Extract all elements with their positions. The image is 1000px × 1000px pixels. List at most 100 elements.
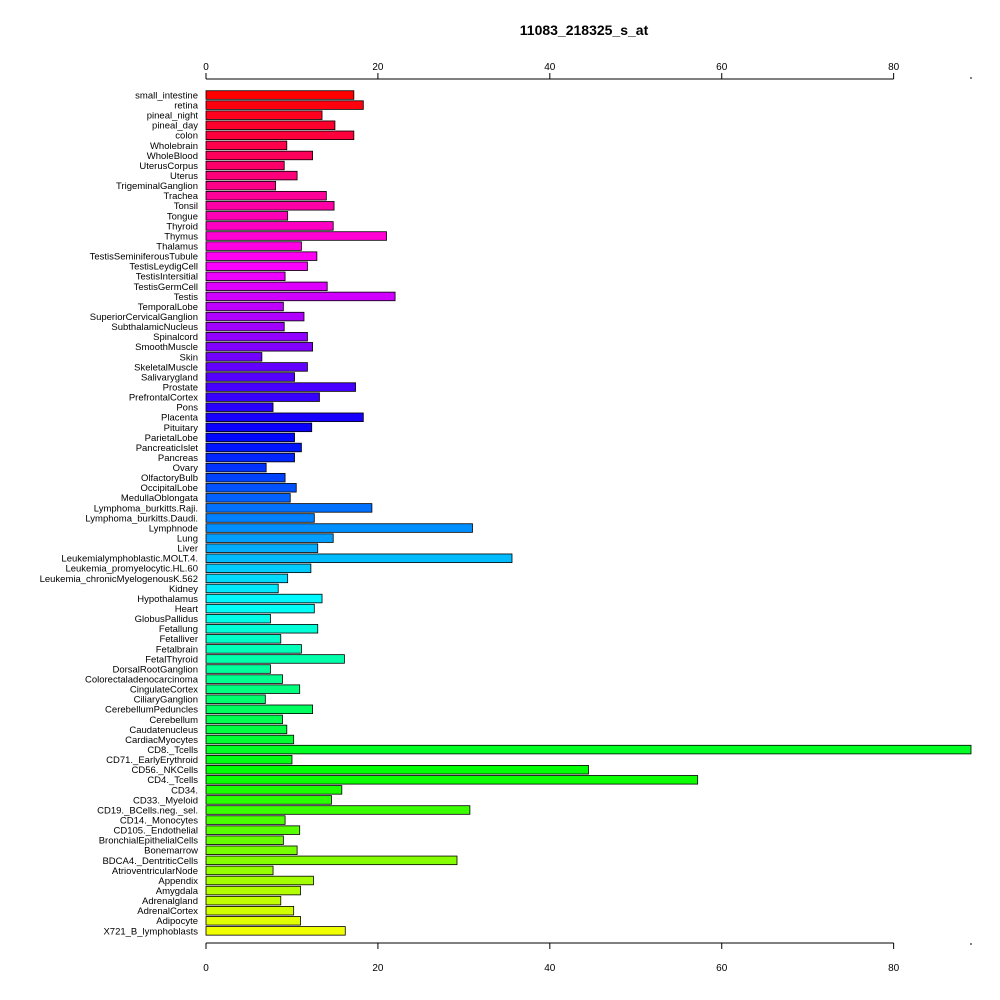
- category-label: OlfactoryBulb: [141, 473, 198, 484]
- category-label: Tonsil: [174, 201, 198, 212]
- bar: [205, 835, 284, 845]
- bar: [205, 372, 295, 382]
- bottom-tick-label: 20: [372, 963, 384, 974]
- bar: [205, 573, 289, 584]
- top-x-axis: 0 20 40 60 80: [203, 62, 972, 80]
- category-label: Trachea: [164, 191, 199, 202]
- bar: [205, 533, 334, 543]
- category-label: Liver: [177, 544, 198, 555]
- bar: [205, 271, 286, 282]
- bar: [205, 231, 387, 241]
- category-label: WholeBlood: [147, 151, 198, 162]
- bar: [205, 865, 274, 876]
- bar: [205, 120, 336, 130]
- bar: [205, 855, 458, 866]
- bar: [205, 342, 313, 352]
- bar: [205, 201, 335, 211]
- category-label: Placenta: [161, 413, 199, 424]
- bar: [205, 150, 313, 161]
- bar: [205, 211, 289, 221]
- bar: [205, 291, 396, 302]
- category-label: pineal_night: [147, 111, 199, 122]
- bar: [205, 422, 313, 433]
- bar: [205, 462, 267, 473]
- bar: [205, 130, 355, 141]
- bottom-tick-label: 40: [544, 963, 556, 974]
- category-label: Leukemialymphoblastic.MOLT.4.: [61, 554, 198, 565]
- category-label: Adrenalgland: [142, 896, 198, 907]
- category-label: CerebellumPeduncles: [105, 705, 198, 716]
- category-label: TemporalLobe: [138, 302, 198, 313]
- category-label: CD8._Tcells: [147, 745, 198, 756]
- category-label: Pituitary: [164, 423, 199, 434]
- category-label: SuperiorCervicalGanglion: [90, 312, 198, 323]
- bar: [205, 483, 297, 493]
- bar: [205, 583, 279, 594]
- bar: [205, 885, 301, 896]
- bar: [205, 543, 319, 553]
- category-label: Lymphoma_burkitts.Raji.: [94, 503, 198, 514]
- bar: [205, 251, 318, 261]
- category-label: Ovary: [173, 463, 199, 474]
- category-label: CD14._Monocytes: [120, 815, 198, 826]
- top-tick-label: 60: [716, 62, 728, 73]
- category-label: TrigeminalGanglion: [116, 181, 198, 192]
- category-label: SubthalamicNucleus: [111, 322, 198, 333]
- category-label: CD71._EarlyErythroid: [106, 755, 198, 766]
- bar: [205, 311, 305, 322]
- category-label: Amygdala: [156, 886, 199, 897]
- bar: [205, 916, 301, 926]
- category-label: SmoothMuscle: [135, 342, 198, 353]
- category-label: CD33._Myeloid: [133, 795, 198, 806]
- category-label: Pancreas: [158, 453, 198, 464]
- category-label: Skin: [180, 352, 198, 363]
- category-label: DorsalRootGanglion: [112, 664, 198, 675]
- bar: [205, 563, 312, 574]
- bar: [205, 724, 288, 735]
- bar: [205, 110, 323, 120]
- category-label: pineal_day: [152, 121, 198, 132]
- category-label: Salivarygland: [141, 372, 198, 383]
- bar: [205, 644, 302, 654]
- bar: [205, 412, 364, 422]
- bar: [205, 90, 355, 100]
- bar: [205, 684, 301, 694]
- bar: [205, 825, 301, 835]
- top-tick-label: 80: [888, 62, 900, 73]
- bar: [205, 402, 274, 412]
- category-label: Pons: [176, 403, 198, 414]
- category-labels-group: small_intestineretinapineal_nightpineal_…: [40, 90, 199, 937]
- category-label: GlobusPallidus: [135, 614, 199, 625]
- bar: [205, 624, 319, 634]
- category-label: UterusCorpus: [139, 161, 198, 172]
- bar: [205, 180, 277, 191]
- category-label: Leukemia_chronicMyelogenousK.562: [40, 574, 198, 585]
- bar: [205, 432, 295, 443]
- category-label: Leukemia_promyelocytic.HL.60: [65, 564, 198, 575]
- category-label: X721_B_lymphoblasts: [103, 926, 198, 937]
- category-label: CD19._BCells.neg._sel.: [97, 805, 198, 816]
- bar: [205, 261, 308, 271]
- bar: [205, 241, 302, 251]
- bar: [205, 472, 286, 483]
- bar: [205, 221, 334, 231]
- bar: [205, 392, 320, 402]
- category-label: CingulateCortex: [130, 685, 198, 696]
- bottom-tick-label: 80: [888, 963, 900, 974]
- category-label: Thyroid: [166, 221, 198, 232]
- category-label: Fetalbrain: [156, 644, 198, 655]
- bar: [205, 805, 471, 815]
- category-label: TestisIntersitial: [136, 272, 198, 283]
- bar: [205, 362, 308, 372]
- chart-title: 11083_218325_s_at: [520, 22, 649, 38]
- bar: [205, 452, 295, 463]
- bar: [205, 140, 288, 151]
- bar: [205, 875, 314, 886]
- category-label: small_intestine: [135, 90, 198, 101]
- category-label: Hypothalamus: [137, 594, 198, 605]
- bar: [205, 352, 263, 362]
- bar: [205, 160, 285, 171]
- category-label: Bonemarrow: [144, 846, 198, 857]
- bar: [205, 734, 295, 745]
- bar: [205, 603, 315, 614]
